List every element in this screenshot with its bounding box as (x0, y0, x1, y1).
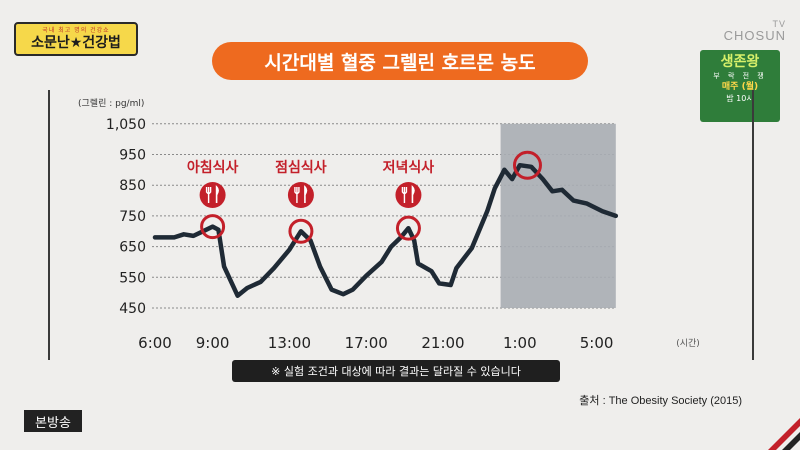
broadcast-badge: 본방송 (24, 410, 82, 432)
meal-ring-marker (288, 218, 314, 244)
show-logo: 국내 최고 명의 건강쇼 소문난★건강법 (14, 22, 138, 56)
y-tick-label: 550 (119, 270, 146, 286)
meal-ring-marker (395, 215, 421, 241)
broadcaster-name: CHOSUN (723, 28, 786, 43)
chart-title: 시간대별 혈중 그렐린 호르몬 농도 (212, 42, 588, 80)
source-citation: 출처 : The Obesity Society (2015) (579, 395, 742, 407)
right-divider (752, 90, 754, 360)
night-band (500, 123, 616, 308)
x-axis-unit: (시간) (676, 338, 700, 349)
show-logo-title: 소문난★건강법 (31, 35, 121, 51)
fork-knife-icon (395, 182, 422, 208)
y-tick-label: 950 (119, 148, 146, 164)
axis-layer: 450 550 650 750 850 950 1,050 6:00 9:00 13:00 17:0… (106, 117, 700, 352)
peak-ring-marker (512, 150, 542, 180)
x-tick-label: 5:00 (580, 334, 614, 352)
y-tick-label: 850 (119, 178, 146, 194)
promo-subtitle: 부 락 전 쟁 (713, 72, 767, 80)
meal-label: 아침식사 (187, 159, 239, 176)
night-band-layer (500, 123, 616, 308)
promo-banner: 생존왕 부 락 전 쟁 매주 (월) 밤 10시 (700, 50, 780, 122)
meal-label: 점심식사 (275, 159, 327, 176)
broadcaster-watermark: TV CHOSUN (724, 18, 786, 42)
x-tick-label: 6:00 (138, 334, 172, 352)
corner-logo-icon (768, 418, 800, 450)
series-layer (152, 162, 619, 298)
show-logo-tagline: 국내 최고 명의 건강쇼 (42, 27, 110, 34)
x-tick-label: 9:00 (196, 334, 230, 352)
y-tick-label: 750 (119, 209, 146, 225)
y-tick-label: 1,050 (106, 117, 146, 133)
meal-label: 저녁식사 (383, 160, 435, 176)
x-tick-label: 1:00 (503, 334, 537, 352)
marker-layer: 아침식사 점심식사 저녁식사 (187, 150, 542, 244)
x-tick-label: 17:00 (345, 334, 388, 352)
broadcaster-tv: TV (772, 19, 786, 29)
x-tick-label: 21:00 (421, 334, 464, 352)
x-tick-label: 13:00 (268, 334, 311, 352)
promo-day: 매주 (월) (721, 82, 759, 92)
meal-ring-marker (200, 214, 226, 240)
fork-knife-icon (199, 182, 226, 208)
fork-knife-icon (287, 182, 314, 208)
promo-title: 생존왕 (720, 54, 760, 70)
left-divider (48, 90, 50, 360)
y-axis-unit: (그렐린 : pg/ml) (78, 99, 145, 109)
ghrelin-series-line (152, 162, 619, 298)
y-tick-label: 450 (119, 301, 146, 317)
promo-time: 밤 10시 (726, 94, 754, 103)
y-tick-label: 650 (119, 240, 146, 256)
disclaimer-note: ※ 실험 조건과 대상에 따라 결과는 달라질 수 있습니다 (232, 360, 560, 382)
